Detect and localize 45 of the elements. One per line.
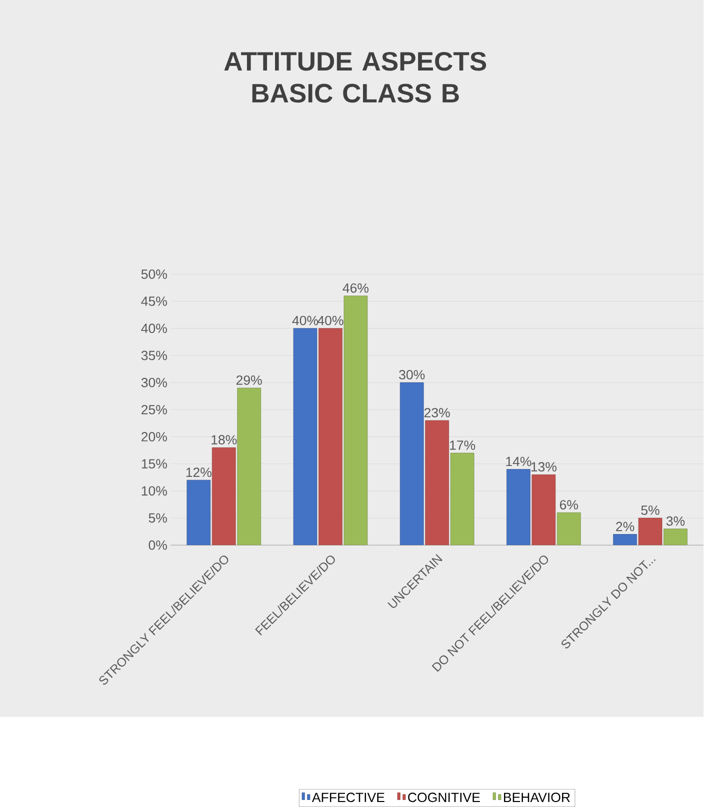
bar — [557, 512, 581, 546]
bar — [532, 474, 556, 546]
bar — [186, 480, 211, 546]
bar — [638, 518, 662, 546]
legend-label: AFFECTIVE — [312, 792, 384, 802]
bar — [318, 328, 342, 546]
bar — [344, 296, 368, 546]
data-label: 40% — [318, 316, 344, 326]
y-tick-label: 0% — [148, 540, 168, 550]
y-tick-label: 5% — [148, 513, 168, 523]
data-label: 6% — [560, 500, 578, 510]
bar — [293, 328, 318, 546]
y-tick-label: 40% — [141, 324, 168, 334]
bar — [237, 388, 262, 546]
data-label: 46% — [342, 283, 369, 293]
legend-label: COGNITIVE — [408, 792, 480, 802]
data-label: 40% — [292, 316, 318, 326]
data-label: 30% — [399, 370, 425, 380]
data-label: 18% — [212, 435, 237, 444]
y-tick-label: 10% — [142, 486, 168, 496]
bar — [664, 528, 688, 546]
data-label: 3% — [666, 516, 685, 526]
chart-title: ATTITUDE ASPECTS BASIC CLASS B — [224, 52, 486, 103]
data-label: 14% — [506, 456, 532, 466]
data-label: 12% — [186, 468, 212, 477]
y-tick-label: 30% — [141, 378, 168, 388]
data-label: 23% — [424, 408, 450, 418]
y-tick-label: 35% — [141, 350, 168, 360]
y-tick-label: 25% — [142, 404, 168, 414]
bar — [400, 382, 424, 546]
bar — [450, 452, 474, 546]
y-tick-label: 45% — [141, 296, 168, 306]
data-label: 17% — [450, 440, 476, 450]
bar — [613, 534, 638, 546]
bar — [425, 420, 450, 546]
y-tick-label: 15% — [142, 459, 168, 468]
y-tick-label: 50% — [142, 269, 168, 279]
bar — [212, 447, 236, 546]
data-label: 5% — [641, 506, 660, 515]
data-label: 13% — [532, 462, 557, 472]
data-label: 2% — [616, 522, 634, 532]
bar — [506, 469, 530, 546]
legend-label: BEHAVIOR — [504, 792, 570, 802]
y-tick-label: 20% — [142, 432, 168, 442]
data-label: 29% — [236, 375, 262, 385]
